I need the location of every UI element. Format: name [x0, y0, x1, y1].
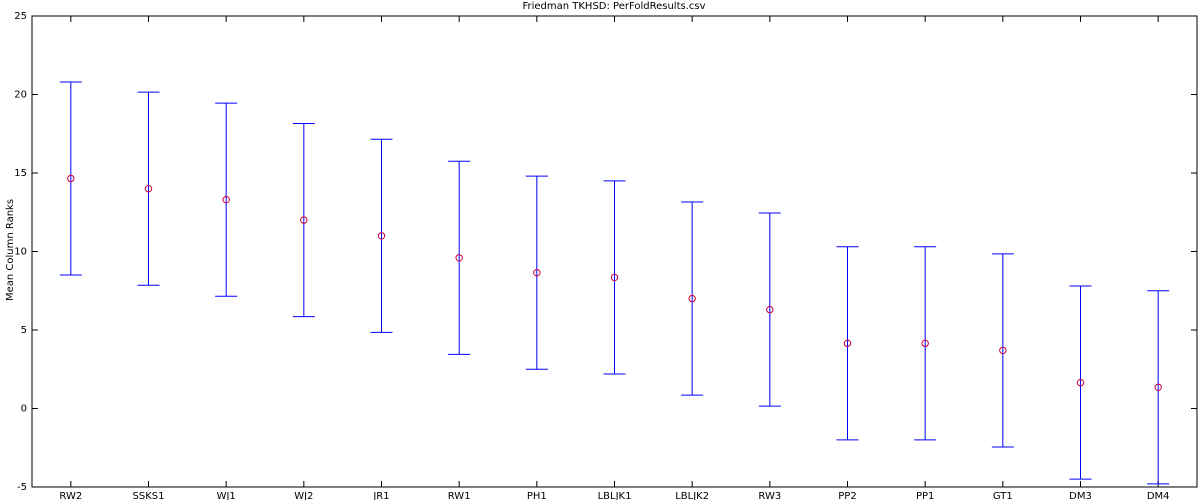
y-tick-label: 5: [21, 325, 27, 336]
mean-marker: [610, 273, 619, 282]
y-axis-label: Mean Column Ranks: [5, 199, 16, 301]
x-tick-label: LBLJK1: [598, 491, 632, 500]
error-bar: [603, 180, 626, 375]
error-bar: [914, 246, 937, 441]
x-tick-label: PP2: [838, 491, 856, 500]
mean-marker: [455, 254, 463, 262]
mean-marker: [300, 216, 308, 224]
error-bar: [215, 102, 238, 297]
x-tick-label: WJ2: [294, 491, 313, 500]
mean-marker: [533, 268, 541, 277]
y-tick-label: 10: [14, 247, 27, 258]
y-tick-label: 0: [21, 404, 27, 415]
mean-marker: [1154, 383, 1162, 392]
mean-marker: [843, 339, 852, 348]
error-bar: [370, 138, 393, 333]
error-bar: [448, 160, 471, 355]
error-bar: [1069, 285, 1092, 480]
x-tick-label: WJ1: [217, 491, 236, 500]
error-bar: [59, 81, 82, 276]
mean-marker: [921, 339, 929, 348]
error-bar: [758, 212, 781, 407]
x-tick-label: PP1: [916, 491, 934, 500]
x-tick-label: DM3: [1069, 491, 1092, 500]
x-tick-label: DM4: [1147, 491, 1170, 500]
mean-marker: [67, 174, 75, 183]
x-tick-label: SSKS1: [133, 491, 165, 500]
error-bar: [525, 175, 548, 370]
error-bar: [991, 253, 1014, 448]
error-bar: [137, 91, 160, 286]
x-tick-label: RW1: [448, 491, 471, 500]
error-bar: [292, 123, 315, 318]
x-tick-label: JR1: [372, 491, 389, 500]
x-tick-label: LBLJK2: [675, 491, 709, 500]
mean-marker: [766, 305, 774, 314]
error-bar: [836, 246, 859, 441]
mean-marker: [222, 195, 230, 204]
x-tick-label: RW2: [59, 491, 82, 500]
x-tick-label: GT1: [993, 491, 1013, 500]
mean-marker: [688, 294, 696, 303]
y-tick-label: 20: [14, 90, 27, 101]
mean-marker: [377, 232, 386, 240]
error-bar: [681, 201, 704, 396]
chart-title: Friedman TKHSD: PerFoldResults.csv: [522, 1, 705, 12]
mean-marker: [1076, 378, 1085, 387]
x-tick-label: RW3: [758, 491, 781, 500]
error-bar: [1147, 290, 1170, 485]
x-tick-label: PH1: [527, 491, 547, 500]
mean-marker: [999, 346, 1007, 355]
y-tick-label: 15: [14, 168, 27, 179]
y-tick-label: -5: [17, 482, 27, 493]
y-tick-label: 25: [14, 11, 27, 22]
mean-marker: [144, 185, 153, 193]
